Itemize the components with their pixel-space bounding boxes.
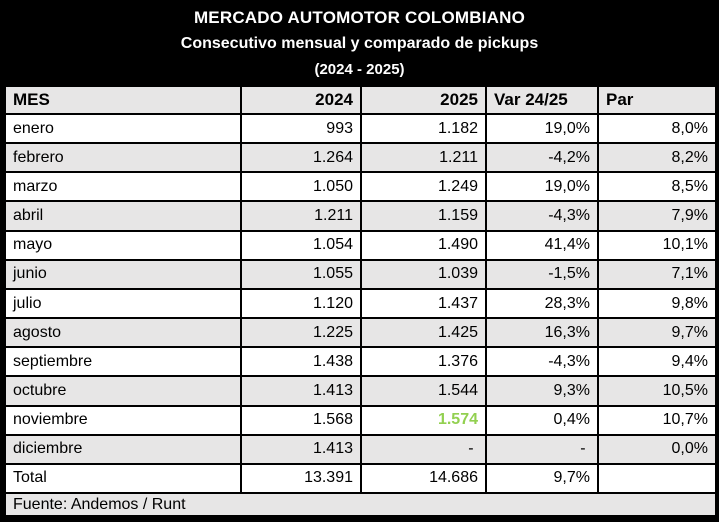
cell-par: 9,4%: [597, 346, 717, 378]
cell-var: 9,7%: [485, 462, 599, 495]
cell-mes: agosto: [4, 317, 242, 349]
cell-v2025: -: [360, 433, 487, 465]
cell-par: 10,7%: [597, 404, 717, 436]
cell-v2024: 1.438: [240, 346, 362, 378]
cell-mes: octubre: [4, 375, 242, 407]
cell-v2024: 1.211: [240, 200, 362, 232]
cell-var: 19,0%: [485, 112, 599, 145]
cell-v2024: 13.391: [240, 462, 362, 495]
cell-v2024: 1.225: [240, 317, 362, 349]
cell-par: 9,7%: [597, 317, 717, 349]
cell-v2025: 1.211: [360, 142, 487, 174]
cell-mes: enero: [4, 112, 242, 145]
cell-var: 19,0%: [485, 171, 599, 203]
col-header-par: Par: [597, 85, 717, 115]
cell-v2025: 1.490: [360, 229, 487, 261]
cell-v2024: 1.264: [240, 142, 362, 174]
cell-v2025: 1.039: [360, 258, 487, 290]
cell-v2024: 1.120: [240, 287, 362, 320]
cell-mes: diciembre: [4, 433, 242, 465]
cell-var: 41,4%: [485, 229, 599, 261]
cell-par: 0,0%: [597, 433, 717, 465]
cell-v2025: 1.425: [360, 317, 487, 349]
table-row: junio 1.055 1.039 -1,5% 7,1%: [4, 258, 717, 290]
cell-par: 7,1%: [597, 258, 717, 290]
cell-par: 7,9%: [597, 200, 717, 232]
cell-mes: mayo: [4, 229, 242, 261]
cell-v2025: 1.574: [360, 404, 487, 436]
cell-var: 0,4%: [485, 404, 599, 436]
total-row: Total 13.391 14.686 9,7%: [4, 462, 717, 495]
cell-v2024: 1.054: [240, 229, 362, 261]
title-line-3: (2024 - 2025): [314, 60, 405, 78]
header-row: MES 2024 2025 Var 24/25 Par: [4, 85, 717, 115]
title-line-2: Consecutivo mensual y comparado de picku…: [180, 35, 539, 52]
cell-mes: febrero: [4, 142, 242, 174]
cell-var: -4,3%: [485, 346, 599, 378]
col-header-2025: 2025: [360, 85, 487, 115]
cell-var: -: [485, 433, 599, 465]
cell-v2025: 1.544: [360, 375, 487, 407]
report-title-block: MERCADO AUTOMOTOR COLOMBIANO Consecutivo…: [4, 0, 715, 85]
cell-v2025: 1.376: [360, 346, 487, 378]
cell-v2025: 1.249: [360, 171, 487, 203]
title-line-1: MERCADO AUTOMOTOR COLOMBIANO: [193, 7, 526, 27]
col-header-var-24-25: Var 24/25: [485, 85, 599, 115]
table-row: septiembre 1.438 1.376 -4,3% 9,4%: [4, 346, 717, 378]
table-row: enero 993 1.182 19,0% 8,0%: [4, 112, 717, 145]
table-row: marzo 1.050 1.249 19,0% 8,5%: [4, 171, 717, 203]
cell-par: 10,1%: [597, 229, 717, 261]
table-row: agosto 1.225 1.425 16,3% 9,7%: [4, 317, 717, 349]
cell-var: 9,3%: [485, 375, 599, 407]
table-row: febrero 1.264 1.211 -4,2% 8,2%: [4, 142, 717, 174]
cell-v2025: 1.182: [360, 112, 487, 145]
cell-v2024: 1.055: [240, 258, 362, 290]
table-body: enero 993 1.182 19,0% 8,0% febrero 1.264 1.211-…: [4, 112, 717, 517]
col-header-mes: MES: [4, 85, 242, 115]
cell-var: -4,2%: [485, 142, 599, 174]
cell-mes: julio: [4, 287, 242, 320]
table-row: mayo 1.054 1.490 41,4% 10,1%: [4, 229, 717, 261]
cell-par: [597, 462, 717, 495]
cell-v2024: 1.413: [240, 375, 362, 407]
table-row: abril 1.211 1.159 -4,3% 7,9%: [4, 200, 717, 232]
source-row: Fuente: Andemos / Runt: [4, 492, 717, 517]
cell-var: -4,3%: [485, 200, 599, 232]
cell-v2025: 1.159: [360, 200, 487, 232]
cell-v2024: 1.050: [240, 171, 362, 203]
cell-par: 8,5%: [597, 171, 717, 203]
table-row: noviembre 1.568 1.574 0,4% 10,7%: [4, 404, 717, 436]
cell-par: 10,5%: [597, 375, 717, 407]
cell-mes: noviembre: [4, 404, 242, 436]
table-row: diciembre 1.413- - 0,0%: [4, 433, 717, 465]
cell-v2024: 993: [240, 112, 362, 145]
col-header-2024: 2024: [240, 85, 362, 115]
cell-par: 8,0%: [597, 112, 717, 145]
cell-mes: septiembre: [4, 346, 242, 378]
cell-var: 28,3%: [485, 287, 599, 320]
source-label: Fuente: Andemos / Runt: [4, 492, 717, 517]
cell-v2025: 14.686: [360, 462, 487, 495]
cell-mes: marzo: [4, 171, 242, 203]
cell-mes: Total: [4, 462, 242, 495]
cell-par: 8,2%: [597, 142, 717, 174]
cell-mes: junio: [4, 258, 242, 290]
table-row: octubre 1.413 1.544 9,3% 10,5%: [4, 375, 717, 407]
pickups-table: MES 2024 2025 Var 24/25 Par enero 993 1.182 19,…: [4, 85, 717, 517]
cell-v2025: 1.437: [360, 287, 487, 320]
cell-v2024: 1.413: [240, 433, 362, 465]
table-row: julio 1.120 1.437 28,3% 9,8%: [4, 287, 717, 320]
cell-var: -1,5%: [485, 258, 599, 290]
cell-var: 16,3%: [485, 317, 599, 349]
cell-par: 9,8%: [597, 287, 717, 320]
cell-mes: abril: [4, 200, 242, 232]
cell-v2024: 1.568: [240, 404, 362, 436]
